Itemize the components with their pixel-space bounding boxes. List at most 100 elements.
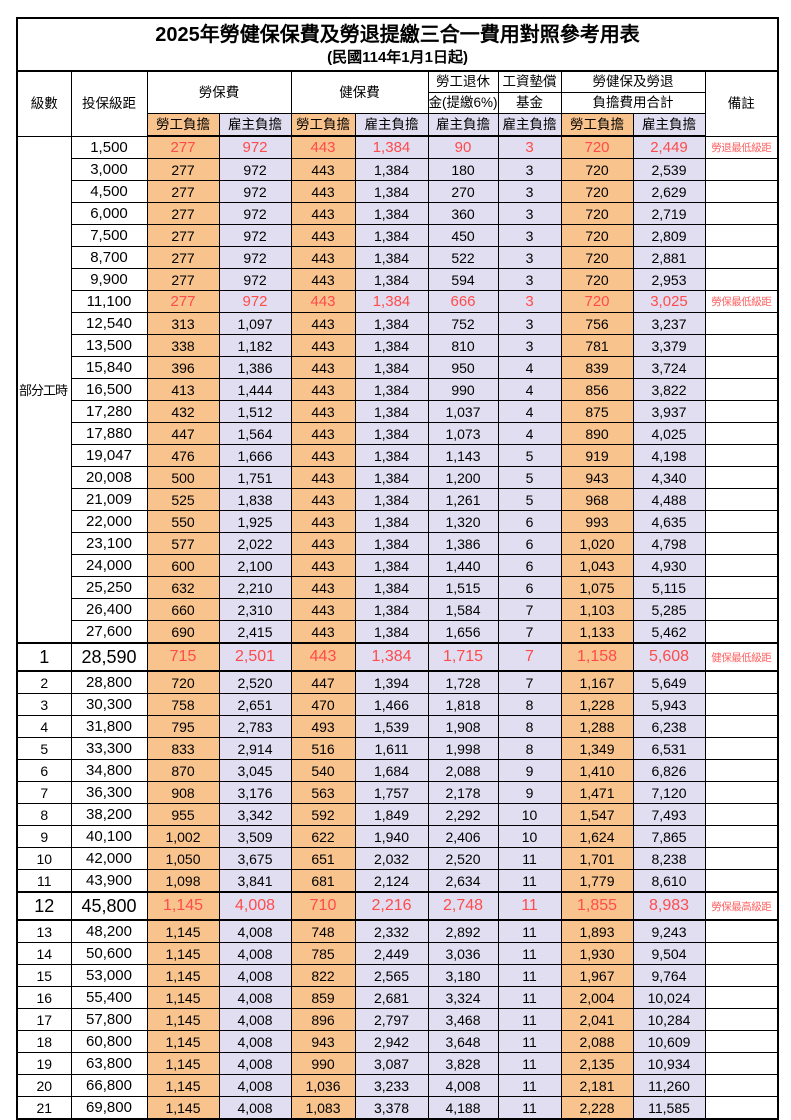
health-employer-cell: 3,233	[354, 1074, 429, 1097]
level-cell: 5	[16, 737, 72, 760]
total-employee-cell: 720	[560, 158, 634, 181]
labor-employee-cell: 1,145	[146, 1030, 220, 1053]
note-cell	[704, 803, 779, 826]
labor-employee-cell: 1,145	[146, 891, 220, 921]
health-employer-cell: 1,384	[354, 135, 429, 159]
health-employee-cell: 443	[290, 290, 356, 313]
labor-employer-cell: 3,176	[218, 781, 292, 804]
health-employee-cell: 822	[290, 964, 356, 987]
health-employee-cell: 748	[290, 919, 356, 943]
health-employee-cell: 859	[290, 986, 356, 1009]
health-employee-cell: 443	[290, 554, 356, 577]
pension-employer-cell: 450	[427, 224, 499, 247]
salary-cell: 24,000	[70, 554, 148, 577]
pension-employer-cell: 2,178	[427, 781, 499, 804]
health-employee-cell: 990	[290, 1052, 356, 1075]
total-employee-cell: 2,088	[560, 1030, 634, 1053]
salary-cell: 28,800	[70, 670, 148, 694]
health-employee-cell: 443	[290, 642, 356, 672]
pension-employer-cell: 1,440	[427, 554, 499, 577]
wage-fund-employer-cell: 11	[497, 1074, 562, 1097]
health-employer-cell: 3,378	[354, 1096, 429, 1120]
labor-employee-cell: 720	[146, 670, 220, 694]
labor-employee-cell: 577	[146, 532, 220, 555]
labor-employee-cell: 1,145	[146, 1074, 220, 1097]
table-row: 5 33,300 833 2,914 516 1,611 1,998 8 1,349 6,531	[16, 737, 779, 760]
note-cell	[704, 378, 779, 401]
note-cell	[704, 356, 779, 379]
wage-fund-employer-cell: 11	[497, 1008, 562, 1031]
labor-employer-cell: 3,045	[218, 759, 292, 782]
table-row: 6 34,800 870 3,045 540 1,684 2,088 9 1,410 6,826	[16, 759, 779, 782]
note-cell	[704, 268, 779, 291]
wage-fund-employer-cell: 11	[497, 869, 562, 893]
wage-fund-employer-cell: 11	[497, 986, 562, 1009]
total-employee-cell: 1,855	[560, 891, 634, 921]
total-employer-cell: 2,719	[632, 202, 706, 225]
wage-fund-employer-cell: 4	[497, 378, 562, 401]
note-cell	[704, 869, 779, 893]
labor-employer-cell: 4,008	[218, 1074, 292, 1097]
table-row: 11 43,900 1,098 3,841 681 2,124 2,634 11 1,779 8,…	[16, 869, 779, 893]
note-cell	[704, 488, 779, 511]
labor-employer-cell: 2,210	[218, 576, 292, 599]
health-employer-cell: 1,384	[354, 290, 429, 313]
health-employee-cell: 563	[290, 781, 356, 804]
labor-employee-cell: 277	[146, 246, 220, 269]
labor-employer-cell: 1,182	[218, 334, 292, 357]
total-employee-cell: 890	[560, 422, 634, 445]
health-employer-cell: 2,449	[354, 942, 429, 965]
wage-fund-employer-cell: 7	[497, 670, 562, 694]
health-employer-cell: 1,684	[354, 759, 429, 782]
table-row: 6,000 277 972 443 1,384 360 3 720 2,719	[17, 202, 779, 225]
table-row: 8 38,200 955 3,342 592 1,849 2,292 10 1,547 7,493	[16, 803, 779, 826]
labor-employee-cell: 795	[146, 715, 220, 738]
level-cell: 6	[16, 759, 72, 782]
wage-fund-employer-cell: 10	[497, 825, 562, 848]
pension-employer-cell: 4,188	[427, 1096, 499, 1120]
wage-fund-employer-cell: 11	[497, 942, 562, 965]
col-header-wage-fund-line1: 工資墊償	[497, 70, 562, 93]
salary-cell: 16,500	[70, 378, 148, 401]
salary-cell: 66,800	[70, 1074, 148, 1097]
col-header-pension-line1: 勞工退休	[427, 70, 499, 93]
total-employer-cell: 3,379	[632, 334, 706, 357]
table-row: 27,600 690 2,415 443 1,384 1,656 7 1,133 5,462	[17, 620, 779, 644]
note-cell	[704, 246, 779, 269]
labor-employee-cell: 715	[146, 642, 220, 672]
health-employer-cell: 1,384	[354, 180, 429, 203]
salary-cell: 69,800	[70, 1096, 148, 1120]
table-row: 24,000 600 2,100 443 1,384 1,440 6 1,043 4,930	[17, 554, 779, 577]
pension-employer-cell: 90	[427, 135, 499, 159]
salary-cell: 4,500	[70, 180, 148, 203]
total-employer-cell: 2,449	[632, 135, 706, 159]
note-cell	[704, 693, 779, 716]
total-employee-cell: 720	[560, 135, 634, 159]
health-employer-cell: 1,384	[354, 620, 429, 644]
table-row: 11,100 277 972 443 1,384 666 3 720 3,025 勞保最低級距	[17, 290, 779, 313]
labor-employee-cell: 1,002	[146, 825, 220, 848]
labor-employer-cell: 2,914	[218, 737, 292, 760]
health-employer-cell: 1,384	[354, 312, 429, 335]
note-cell	[704, 312, 779, 335]
level-cell: 20	[16, 1074, 72, 1097]
salary-cell: 63,800	[70, 1052, 148, 1075]
col-header-note: 備註	[704, 70, 779, 137]
health-employer-cell: 1,611	[354, 737, 429, 760]
table-row: 部分工時 1,500 277 972 443 1,384 90 3 720 2,449 勞退最低級距	[16, 135, 779, 644]
level-cell: 14	[16, 942, 72, 965]
wage-fund-employer-cell: 4	[497, 400, 562, 423]
total-employee-cell: 720	[560, 290, 634, 313]
labor-employee-cell: 632	[146, 576, 220, 599]
labor-employee-cell: 1,098	[146, 869, 220, 893]
labor-employer-cell: 4,008	[218, 942, 292, 965]
salary-cell: 15,840	[70, 356, 148, 379]
total-employee-cell: 1,133	[560, 620, 634, 644]
note-cell: 勞退最低級距	[704, 135, 779, 159]
health-employee-cell: 470	[290, 693, 356, 716]
labor-employer-cell: 1,386	[218, 356, 292, 379]
labor-employer-cell: 2,783	[218, 715, 292, 738]
note-cell	[704, 964, 779, 987]
health-employer-cell: 1,384	[354, 400, 429, 423]
wage-fund-employer-cell: 3	[497, 224, 562, 247]
